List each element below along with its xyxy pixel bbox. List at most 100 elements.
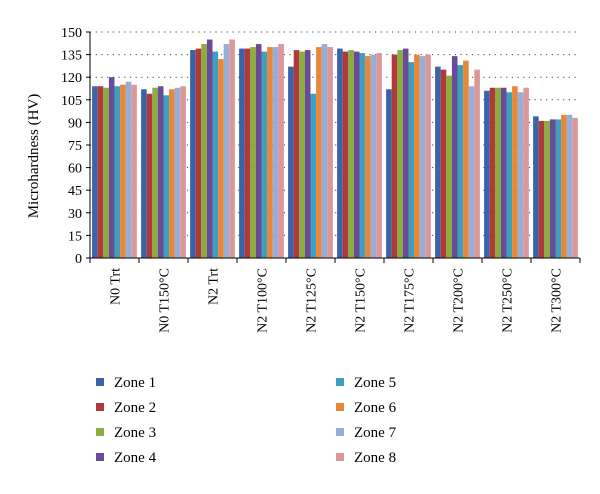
y-tick-label-1: 15 (68, 229, 82, 244)
bar-5-zone-6 (316, 47, 322, 258)
bar-7-zone-2 (391, 54, 398, 258)
bar-9-zone-2 (489, 87, 496, 258)
y-tick-label-0: 0 (75, 252, 82, 267)
bar-10-zone-5 (555, 119, 562, 259)
x-tick-label-8: N2 T200°C (452, 268, 467, 333)
bar-7-zone-1 (386, 89, 392, 259)
bar-8-zone-6 (463, 60, 469, 259)
bar-8-zone-5 (457, 65, 464, 258)
bar-2-zone-1 (141, 89, 147, 259)
legend-label-zone-7: Zone 7 (354, 425, 397, 441)
bar-2-zone-2 (146, 93, 153, 258)
bar-1-zone-3 (103, 87, 109, 258)
bar-2-zone-6 (169, 89, 175, 259)
bar-7-zone-3 (397, 50, 403, 258)
bar-7-zone-5 (408, 62, 415, 259)
bar-4-zone-8 (278, 44, 284, 259)
x-tick-label-2: N0 T150°C (158, 268, 173, 333)
x-tick-label-10: N2 T300°C (550, 268, 565, 333)
legend-swatch-zone-7 (336, 428, 344, 436)
bar-10-zone-4 (549, 119, 556, 259)
bar-7-zone-4 (402, 48, 409, 258)
x-tick-label-9: N2 T250°C (501, 268, 516, 333)
bar-7-zone-8 (425, 54, 431, 258)
x-tick-labels: N0 Trt N0 T150°C N2 Trt N2 T100°C N2 T125°C N… (109, 268, 565, 333)
bar-6-zone-5 (359, 53, 366, 258)
bar-1-zone-8 (131, 84, 137, 258)
bar-4-zone-6 (267, 47, 273, 258)
bar-1-zone-2 (97, 86, 104, 259)
legend-label-zone-6: Zone 6 (354, 400, 397, 416)
bar-3-zone-6 (218, 59, 224, 259)
bar-10-zone-8 (572, 117, 578, 258)
bar-10-zone-1 (533, 116, 539, 258)
legend-swatch-zone-5 (336, 378, 344, 386)
x-tick-label-7: N2 T175°C (403, 268, 418, 333)
bar-8-zone-2 (440, 69, 447, 259)
bar-2-zone-4 (157, 86, 164, 259)
legend-swatch-zone-1 (96, 378, 104, 386)
bar-1-zone-4 (108, 77, 115, 258)
y-tick-label-10: 150 (61, 26, 82, 41)
bar-9-zone-7 (517, 92, 524, 259)
bar-9-zone-3 (495, 87, 501, 258)
bar-10-zone-7 (566, 114, 573, 258)
legend-swatch-zone-4 (96, 453, 104, 461)
y-tick-label-9: 135 (61, 49, 82, 64)
y-tick-label-6: 90 (68, 116, 82, 131)
y-tick-labels: 0 15 30 45 60 75 90 105 120 135 150 (61, 26, 82, 267)
bar-8-zone-1 (435, 66, 441, 258)
bar-7-zone-6 (414, 54, 420, 258)
bar-9-zone-5 (506, 92, 513, 259)
bar-1-zone-5 (114, 86, 121, 259)
bar-2-zone-5 (163, 95, 170, 258)
x-tick-label-3: N2 Trt (207, 268, 222, 305)
bar-7-zone-7 (419, 56, 426, 259)
axes-group (86, 31, 581, 263)
bar-6-zone-1 (337, 48, 343, 258)
bar-8-zone-4 (451, 56, 458, 259)
bar-2-zone-7 (174, 87, 181, 258)
bar-4-zone-2 (244, 48, 251, 258)
bar-2-zone-3 (152, 87, 158, 258)
bar-4-zone-1 (239, 48, 245, 258)
legend-swatch-zone-2 (96, 403, 104, 411)
bar-6-zone-2 (342, 51, 349, 258)
bar-4-zone-4 (255, 44, 262, 259)
x-tick-label-6: N2 T150°C (354, 268, 369, 333)
bar-3-zone-4 (206, 39, 213, 259)
y-tick-label-7: 105 (61, 94, 82, 109)
bar-6-zone-7 (370, 54, 377, 258)
bar-4-zone-7 (272, 47, 279, 258)
x-tick-label-4: N2 T100°C (256, 268, 271, 333)
bar-2-zone-8 (180, 86, 186, 259)
bar-5-zone-7 (321, 44, 328, 259)
bar-10-zone-3 (544, 120, 550, 258)
legend-label-zone-1: Zone 1 (114, 375, 156, 391)
bar-3-zone-3 (201, 44, 207, 259)
bar-1-zone-6 (120, 84, 126, 258)
bar-4-zone-3 (250, 47, 256, 258)
bar-10-zone-2 (538, 120, 545, 258)
bars-group (92, 39, 578, 259)
bar-8-zone-8 (474, 69, 480, 259)
bar-9-zone-1 (484, 90, 490, 258)
bar-10-zone-6 (561, 114, 567, 258)
y-tick-label-8: 120 (61, 71, 82, 86)
legend-label-zone-8: Zone 8 (354, 450, 396, 466)
bar-8-zone-3 (446, 75, 452, 259)
bar-5-zone-4 (304, 50, 311, 258)
bar-1-zone-7 (125, 81, 132, 258)
bar-5-zone-8 (327, 47, 333, 258)
x-tick-label-5: N2 T125°C (305, 268, 320, 333)
bar-8-zone-7 (468, 86, 475, 259)
bar-3-zone-7 (223, 44, 230, 259)
bar-6-zone-4 (353, 51, 360, 258)
y-tick-label-4: 60 (68, 162, 82, 177)
legend-swatch-zone-3 (96, 428, 104, 436)
bar-5-zone-1 (288, 66, 294, 258)
y-axis-title: Microhardness (HV) (26, 94, 42, 219)
bar-5-zone-3 (299, 51, 305, 258)
bar-5-zone-2 (293, 50, 300, 258)
